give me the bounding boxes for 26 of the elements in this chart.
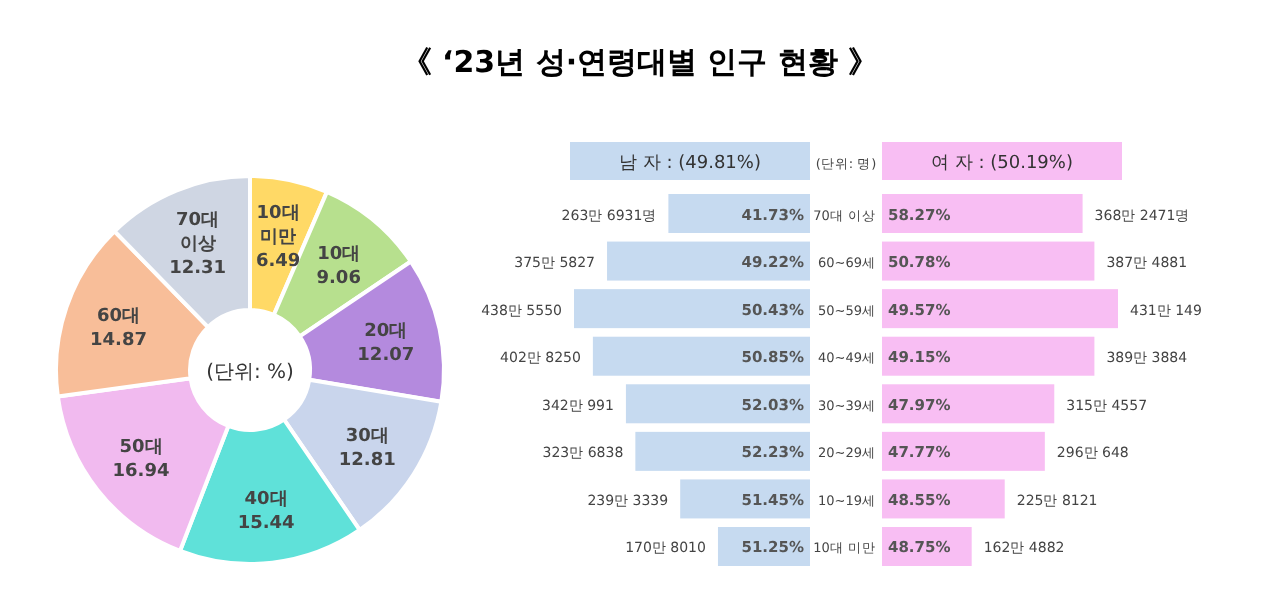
slice-label: 60대: [96, 306, 141, 327]
bar: [882, 194, 1083, 234]
chart-title: 남 자 : (49.81%): [619, 154, 761, 174]
data-label: 14.87: [90, 330, 147, 351]
text: 《 ‘23년 성·연령대별 인구 현황 》: [401, 44, 879, 80]
bar: [882, 384, 1055, 424]
bar: [882, 241, 1095, 281]
data-label: 12.81: [338, 450, 396, 471]
data-label: 9.06: [316, 269, 361, 290]
slice-label: 50대: [119, 438, 163, 459]
slice-label: 10대: [317, 245, 361, 266]
bar: [882, 336, 1095, 376]
slice-label: 20대: [364, 322, 408, 343]
slice-label: 70대 이상: [176, 211, 220, 256]
data-label: 15.44: [237, 514, 295, 535]
bar: [882, 431, 1045, 471]
slice-label: 40대: [244, 490, 288, 511]
slice-label: 10대 미만: [256, 203, 300, 248]
slice-label: 30대: [345, 426, 389, 447]
data-label: 12.31: [169, 259, 227, 280]
data-label: 12.07: [357, 346, 415, 367]
data-label: 16.94: [112, 462, 170, 483]
text: (단위: %): [206, 362, 295, 384]
bar: [882, 289, 1118, 329]
chart-title: 여 자 : (50.19%): [931, 154, 1073, 174]
bar: [882, 479, 1005, 519]
